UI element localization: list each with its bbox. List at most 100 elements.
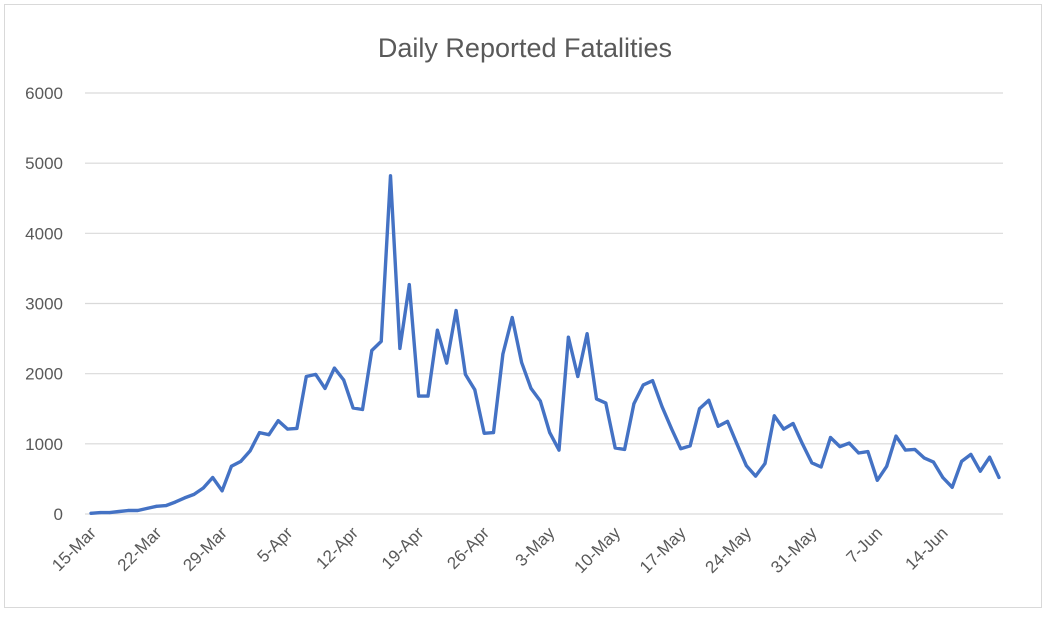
data-point [791,422,795,425]
data-point [183,496,187,500]
data-point [117,510,121,513]
data-point [604,401,608,405]
data-point [651,379,655,383]
data-point [763,462,767,465]
data-point [932,460,935,464]
data-point [286,427,290,431]
data-point [595,397,598,401]
data-point [445,361,449,365]
data-point [192,492,196,496]
chart-title: Daily Reported Fatalities [378,33,672,63]
data-point [548,431,552,435]
y-tick-label: 1000 [25,435,63,454]
data-point [707,398,711,402]
data-point [304,375,308,378]
x-tick-label: 26-Apr [443,523,493,573]
x-tick-label: 29-Mar [179,523,231,575]
data-point [632,402,636,406]
data-point [566,335,570,339]
data-point [735,442,739,446]
data-point [660,405,664,409]
data-point [557,448,561,452]
data-point [894,434,898,438]
data-point [332,366,336,370]
data-point [997,476,1001,479]
data-point [857,451,861,455]
y-tick-label: 5000 [25,154,63,173]
data-point [323,386,327,390]
x-tick-label: 14-Jun [901,523,951,573]
data-point [314,372,318,376]
data-point [239,459,243,463]
x-tick-label: 15-Mar [48,523,100,575]
data-point [819,465,823,469]
data-point [716,424,720,428]
data-point [258,431,261,435]
data-point [800,442,804,446]
data-point [969,452,973,456]
data-point [875,478,879,482]
data-point [126,509,130,512]
data-point [295,426,299,430]
data-point [641,383,645,387]
data-point [501,352,505,356]
data-point [136,509,140,512]
y-axis-labels: 0 1000 2000 3000 4000 5000 6000 [25,84,63,524]
x-tick-label: 5-Apr [254,523,297,566]
data-point [435,328,439,332]
data-point [613,446,617,450]
x-tick-label: 17-May [636,523,690,577]
data-point [782,427,786,431]
y-tick-label: 0 [54,505,63,524]
data-point [885,464,889,468]
data-point [248,449,252,453]
data-point [173,500,177,504]
data-point [389,174,392,178]
data-point [379,339,383,343]
data-point [417,394,421,398]
chart-frame: Daily Reported Fatalities 0 1000 2000 3000 4… [4,4,1042,608]
x-tick-label: 19-Apr [378,523,428,573]
data-point [950,485,954,489]
y-tick-label: 2000 [25,365,63,384]
data-point [108,511,112,515]
data-point [492,431,495,435]
data-point [679,447,683,451]
data-point [585,332,589,336]
data-point [772,414,776,418]
data-point [688,444,692,448]
data-point [960,459,964,463]
x-tick-label: 3-May [512,523,559,570]
x-tick-label: 22-Mar [114,523,166,575]
data-point [211,476,215,479]
data-point [267,433,271,437]
data-point [426,394,430,398]
data-point [726,419,729,423]
data-point [754,474,758,478]
data-point [342,378,346,382]
data-point [698,407,701,411]
data-point [370,349,374,352]
data-point [903,448,907,452]
data-point [941,476,945,479]
data-point [538,399,542,403]
data-point [454,309,458,312]
data-point [201,486,205,490]
data-point [978,469,982,473]
data-point [229,464,233,468]
data-point [520,360,524,364]
data-point [829,436,832,439]
data-point [473,388,477,392]
data-point [744,464,748,468]
y-tick-label: 4000 [25,224,63,243]
series-layer [89,174,1001,515]
data-point [398,346,402,350]
data-point [482,431,486,435]
data-point [145,506,149,510]
data-point [922,456,926,460]
line-chart: Daily Reported Fatalities 0 1000 2000 3000 4… [25,33,1003,577]
x-axis-labels: 15-Mar 22-Mar 29-Mar 5-Apr 12-Apr 19-Apr 26-Ap… [48,523,951,577]
data-point [847,441,851,445]
data-point [988,455,992,459]
data-point [89,511,93,515]
